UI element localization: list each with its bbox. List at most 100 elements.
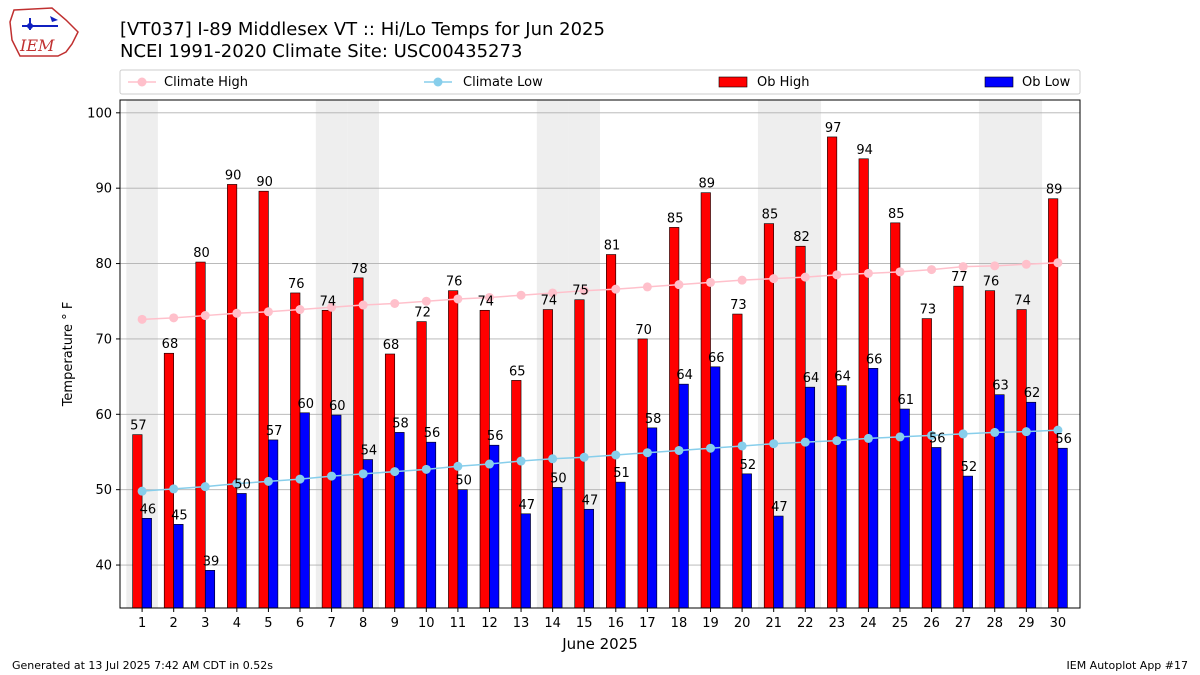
ob-low-label: 56 [424, 426, 441, 441]
ob-high-label: 72 [414, 306, 431, 321]
climate-low-point [927, 430, 937, 440]
climate-high-point [927, 265, 937, 275]
climate-low-point [990, 427, 1000, 437]
climate-high-point [1053, 258, 1063, 268]
ob-low-bar [362, 459, 373, 609]
footer-generated: Generated at 13 Jul 2025 7:42 AM CDT in … [12, 659, 273, 672]
ob-low-bar [615, 481, 626, 609]
ob-high-label: 77 [951, 270, 968, 285]
y-tick-label: 60 [95, 408, 112, 423]
ob-high-bar [163, 352, 174, 609]
x-tick-label: 5 [264, 616, 272, 631]
x-tick-label: 29 [1018, 616, 1035, 631]
climate-low-point [737, 441, 747, 451]
x-tick-label: 17 [639, 616, 656, 631]
x-tick-label: 3 [201, 616, 209, 631]
climate-low-point [484, 459, 494, 469]
climate-low-point [611, 450, 621, 460]
ob-high-label: 74 [477, 294, 494, 309]
x-tick-label: 21 [765, 616, 782, 631]
ob-low-bar [962, 475, 973, 609]
ob-low-bar [994, 394, 1005, 609]
climate-high-point [295, 305, 305, 315]
climate-high-point [863, 268, 873, 278]
ob-low-bar [141, 518, 152, 609]
ob-low-label: 50 [234, 477, 251, 492]
ob-low-label: 56 [487, 429, 504, 444]
climate-high-point [769, 274, 779, 284]
ob-high-bar [890, 222, 901, 609]
ob-low-label: 51 [613, 466, 630, 481]
ob-low-label: 39 [203, 554, 220, 569]
climate-low-point [232, 479, 242, 489]
ob-high-bar [416, 321, 427, 609]
ob-high-label: 90 [256, 175, 273, 190]
climate-low-point [263, 476, 273, 486]
climate-high-point [232, 308, 242, 318]
x-tick-label: 20 [734, 616, 751, 631]
climate-low-point [863, 433, 873, 443]
climate-high-point [200, 311, 210, 321]
ob-low-bar [710, 366, 721, 609]
ob-low-label: 63 [992, 379, 1009, 394]
climate-high-point [390, 299, 400, 309]
climate-low-point [390, 467, 400, 477]
ob-high-label: 70 [635, 323, 652, 338]
x-tick-label: 27 [955, 616, 972, 631]
y-tick-label: 90 [95, 182, 112, 197]
ob-high-label: 85 [667, 211, 684, 226]
ob-high-bar [132, 434, 143, 609]
ob-low-bar [173, 524, 184, 609]
climate-high-point [832, 270, 842, 280]
y-tick-label: 70 [95, 332, 112, 347]
climate-low-point [832, 436, 842, 446]
ob-low-bar [236, 493, 247, 609]
ob-low-label: 47 [771, 500, 788, 515]
climate-low-point [200, 482, 210, 492]
legend-label: Climate High [164, 75, 248, 90]
ob-low-label: 64 [676, 368, 693, 383]
climate-high-point [579, 286, 589, 296]
ob-high-label: 57 [130, 419, 147, 434]
y-tick-label: 80 [95, 257, 112, 272]
climate-high-point [263, 307, 273, 317]
ob-low-label: 52 [740, 458, 757, 473]
ob-low-label: 66 [866, 352, 883, 367]
ob-low-bar [299, 412, 310, 609]
x-tick-label: 4 [233, 616, 241, 631]
ob-low-label: 45 [171, 508, 188, 523]
climate-high-point [453, 294, 463, 304]
climate-low-point [516, 456, 526, 466]
ob-low-bar [489, 444, 500, 609]
ob-high-bar [921, 318, 932, 609]
x-tick-label: 9 [391, 616, 399, 631]
climate-high-point [990, 261, 1000, 271]
ob-high-bar [700, 192, 711, 609]
x-tick-label: 23 [829, 616, 846, 631]
ob-low-bar [1057, 447, 1068, 609]
ob-high-label: 76 [983, 275, 1000, 290]
climate-high-point [484, 292, 494, 302]
ob-low-label: 66 [708, 351, 725, 366]
ob-high-label: 68 [383, 338, 400, 353]
ob-high-label: 74 [541, 294, 558, 309]
ob-low-bar [836, 385, 847, 609]
x-tick-label: 19 [702, 616, 719, 631]
ob-low-label: 50 [455, 474, 472, 489]
footer-app: IEM Autoplot App #17 [1067, 659, 1189, 672]
climate-low-point [421, 464, 431, 474]
climate-low-point [769, 439, 779, 449]
ob-low-label: 46 [140, 502, 157, 517]
climate-low-point [453, 461, 463, 471]
climate-high-point [1021, 259, 1031, 269]
legend-label: Ob Low [1022, 75, 1071, 90]
ob-high-bar [511, 380, 522, 609]
ob-low-label: 64 [803, 371, 820, 386]
climate-high-point [674, 280, 684, 290]
ob-low-bar [204, 570, 216, 609]
ob-high-bar [953, 285, 964, 609]
climate-high-point [800, 272, 810, 282]
iem-logo: IEM [9, 7, 79, 57]
ob-high-label: 89 [1046, 183, 1063, 198]
ob-high-label: 94 [856, 143, 873, 158]
